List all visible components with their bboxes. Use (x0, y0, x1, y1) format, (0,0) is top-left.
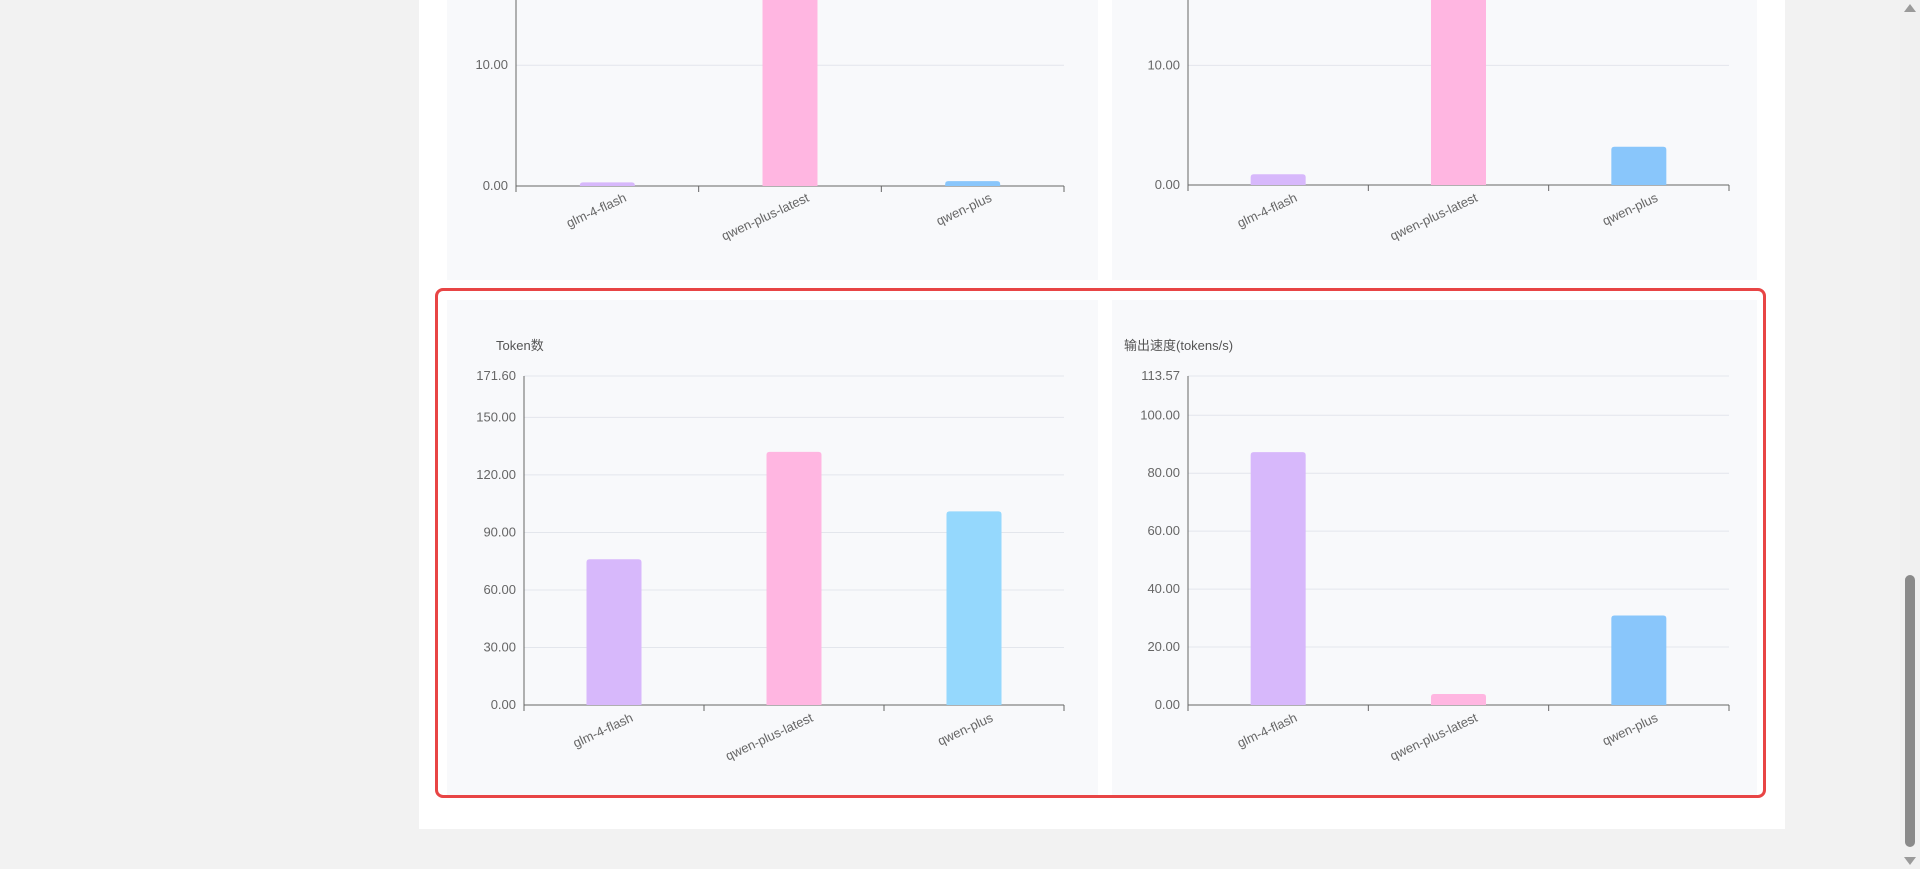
x-tick-label: glm-4-flash (1235, 710, 1300, 751)
bar-glm-4-flash (1250, 174, 1306, 185)
scroll-down-arrow-icon[interactable] (1904, 857, 1916, 865)
bar-qwen-plus-latest (1431, 693, 1486, 705)
bar-qwen-plus (945, 181, 1001, 186)
report-card: 0.00 10.00 glm-4-flash qwen-plus-latest qwen… (419, 0, 1785, 829)
y-tick-label: 10.00 (1147, 57, 1180, 72)
chart-title: 输出速度(tokens/s) (1124, 338, 1233, 353)
x-tick-label: qwen-plus (1600, 190, 1660, 229)
scroll-up-arrow-icon[interactable] (1904, 4, 1916, 12)
y-tick-label: 100.00 (1140, 407, 1180, 422)
x-tick-label: qwen-plus-latest (719, 190, 811, 244)
x-tick-label: qwen-plus-latest (1388, 710, 1480, 764)
bar-qwen-plus (1611, 146, 1667, 185)
y-tick-label: 90.00 (483, 524, 516, 539)
x-tick-label: qwen-plus (1600, 710, 1660, 749)
chart-top-right: 0.00 10.00 glm-4-flash qwen-plus-latest qwen… (1147, 0, 1730, 244)
scroll-thumb[interactable] (1905, 575, 1915, 847)
vertical-scrollbar[interactable] (1900, 0, 1920, 869)
y-tick-label: 80.00 (1147, 465, 1180, 480)
chart-top-left: 0.00 10.00 glm-4-flash qwen-plus-latest qwen… (475, 0, 1065, 244)
y-tick-label: 120.00 (476, 467, 516, 482)
bar-glm-4-flash (1250, 452, 1306, 705)
bar-qwen-plus (1611, 615, 1667, 705)
chart-panel-token-count: Token数 0.00 30.00 60.00 90.00 120.00 150.00 171… (447, 300, 1098, 795)
y-tick-label: 10.00 (475, 57, 508, 72)
x-tick-label: glm-4-flash (571, 710, 636, 751)
y-tick-label: 40.00 (1147, 581, 1180, 596)
y-tick-label: 113.57 (1141, 368, 1180, 383)
x-tick-label: qwen-plus-latest (1388, 190, 1480, 244)
x-tick-label: qwen-plus-latest (723, 710, 815, 764)
y-tick-label: 0.00 (491, 697, 516, 712)
bar-qwen-plus (946, 511, 1002, 705)
chart-output-speed: 输出速度(tokens/s) 0.00 20.00 40.00 60.00 80.00 10… (1124, 338, 1730, 764)
y-tick-label: 20.00 (1147, 639, 1180, 654)
y-tick-label: 150.00 (476, 409, 516, 424)
bar-glm-4-flash (579, 182, 635, 186)
x-tick-label: glm-4-flash (1235, 190, 1300, 231)
y-tick-label: 30.00 (483, 639, 516, 654)
chart-title: Token数 (496, 338, 544, 353)
x-tick-label: qwen-plus (934, 190, 994, 229)
bar-glm-4-flash (586, 559, 642, 705)
bar-qwen-plus-latest (766, 451, 822, 705)
chart-token-count: Token数 0.00 30.00 60.00 90.00 120.00 150.00 171… (476, 338, 1065, 764)
bar-qwen-plus-latest (762, 0, 818, 186)
y-tick-label: 171.60 (476, 368, 516, 383)
y-tick-label: 0.00 (483, 178, 508, 193)
y-tick-label: 0.00 (1155, 177, 1180, 192)
chart-panel-top-right: 0.00 10.00 glm-4-flash qwen-plus-latest qwen… (1112, 0, 1757, 280)
y-tick-label: 0.00 (1155, 697, 1180, 712)
chart-panel-top-left: 0.00 10.00 glm-4-flash qwen-plus-latest qwen… (447, 0, 1098, 280)
y-tick-label: 60.00 (1147, 523, 1180, 538)
x-tick-label: glm-4-flash (564, 190, 629, 231)
bar-qwen-plus-latest (1431, 0, 1486, 185)
chart-panel-output-speed: 输出速度(tokens/s) 0.00 20.00 40.00 60.00 80.00 10… (1112, 300, 1757, 795)
x-tick-label: qwen-plus (935, 710, 995, 749)
y-tick-label: 60.00 (483, 582, 516, 597)
